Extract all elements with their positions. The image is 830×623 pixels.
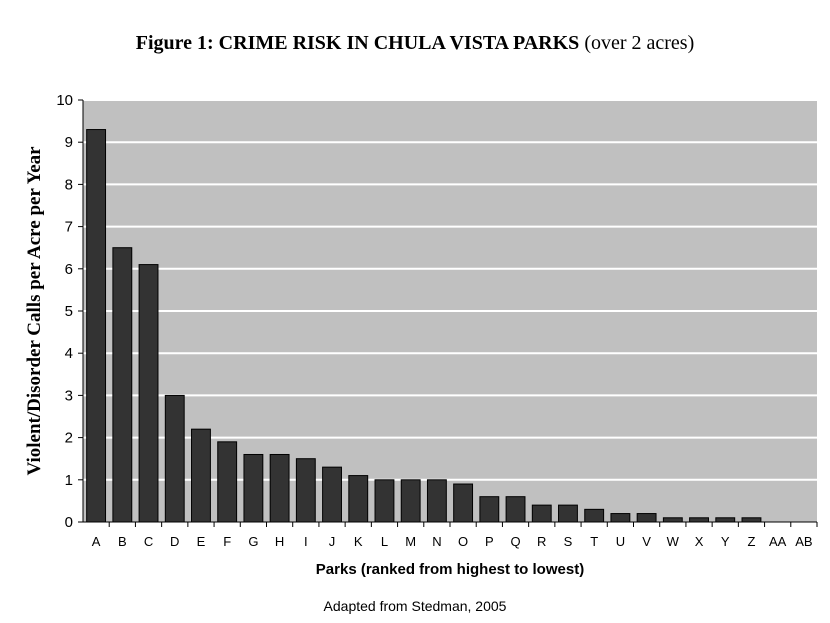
x-tick-label: U (616, 534, 625, 549)
x-tick-label: AB (795, 534, 812, 549)
x-tick-label: C (144, 534, 153, 549)
y-tick-label: 10 (56, 92, 73, 109)
bar-q (505, 496, 526, 523)
bar-l (374, 479, 395, 523)
y-tick-label: 7 (65, 219, 73, 236)
x-axis-label: Parks (ranked from highest to lowest) (316, 561, 584, 578)
bar-w (662, 517, 683, 523)
y-tick-labels: 0 1 2 3 4 5 6 7 8 9 10 (56, 92, 83, 531)
bar-u (610, 513, 631, 523)
x-tick-label: I (304, 534, 308, 549)
x-tick-label: X (695, 534, 704, 549)
x-tick-label: N (432, 534, 441, 549)
x-tick-label: E (197, 534, 206, 549)
bar-h (269, 453, 290, 523)
x-tick-label: Z (747, 534, 755, 549)
x-tick-labels: A B C D E F G H I J K L M N O P Q R S T U V W X Y Z AA AB (92, 522, 818, 549)
y-tick-label: 1 (65, 472, 73, 489)
bar-c (138, 264, 159, 523)
bar-r (531, 504, 552, 523)
bar-o (453, 483, 474, 523)
bar-k (348, 475, 369, 523)
y-axis-label: Violent/Disorder Calls per Acre per Year (24, 146, 45, 476)
x-tick-label: W (667, 534, 680, 549)
source-note: Adapted from Stedman, 2005 (323, 598, 507, 614)
x-tick-label: F (223, 534, 231, 549)
x-tick-label: AA (769, 534, 787, 549)
x-tick-label: S (564, 534, 573, 549)
x-tick-label: V (642, 534, 651, 549)
x-tick-label: T (590, 534, 598, 549)
chart-title: Figure 1: CRIME RISK IN CHULA VISTA PARK… (0, 32, 830, 55)
x-tick-label: G (248, 534, 258, 549)
bar-t (584, 508, 605, 523)
gridlines (83, 99, 817, 481)
bar-a (86, 129, 107, 523)
x-tick-label: P (485, 534, 494, 549)
x-tick-label: O (458, 534, 468, 549)
x-tick-label: R (537, 534, 546, 549)
y-tick-label: 5 (65, 303, 73, 320)
y-tick-label: 2 (65, 430, 73, 447)
x-tick-label: Q (510, 534, 520, 549)
x-tick-label: Y (721, 534, 730, 549)
bars (86, 129, 762, 523)
x-tick-label: L (381, 534, 388, 549)
x-tick-label: A (92, 534, 101, 549)
y-tick-label: 4 (65, 345, 73, 362)
bar-b (112, 247, 133, 523)
y-tick-label: 3 (65, 387, 73, 404)
bar-s (558, 504, 578, 523)
bar-n (426, 479, 447, 523)
bar-d (164, 394, 185, 523)
bar-x (689, 517, 709, 523)
bar-g (243, 453, 264, 523)
x-tick-label: M (405, 534, 416, 549)
chart-title-main: Figure 1: CRIME RISK IN CHULA VISTA PARK… (135, 32, 580, 54)
bar-f (217, 441, 238, 523)
x-tick-label: H (275, 534, 284, 549)
bar-v (636, 513, 657, 523)
bar-j (322, 466, 342, 523)
bar-z (741, 517, 762, 523)
y-tick-label: 6 (65, 261, 73, 278)
chart-title-sub: (over 2 acres) (584, 32, 695, 54)
y-tick-label: 8 (65, 176, 73, 193)
y-tick-label: 9 (65, 134, 73, 151)
bar-e (191, 428, 211, 523)
x-tick-label: D (170, 534, 179, 549)
bar-i (295, 458, 316, 523)
bar-m (400, 479, 421, 523)
x-tick-label: K (354, 534, 363, 549)
y-tick-label: 0 (65, 514, 73, 531)
bar-y (715, 517, 736, 523)
bar-p (479, 496, 500, 523)
x-tick-label: B (118, 534, 127, 549)
x-tick-label: J (329, 534, 336, 549)
